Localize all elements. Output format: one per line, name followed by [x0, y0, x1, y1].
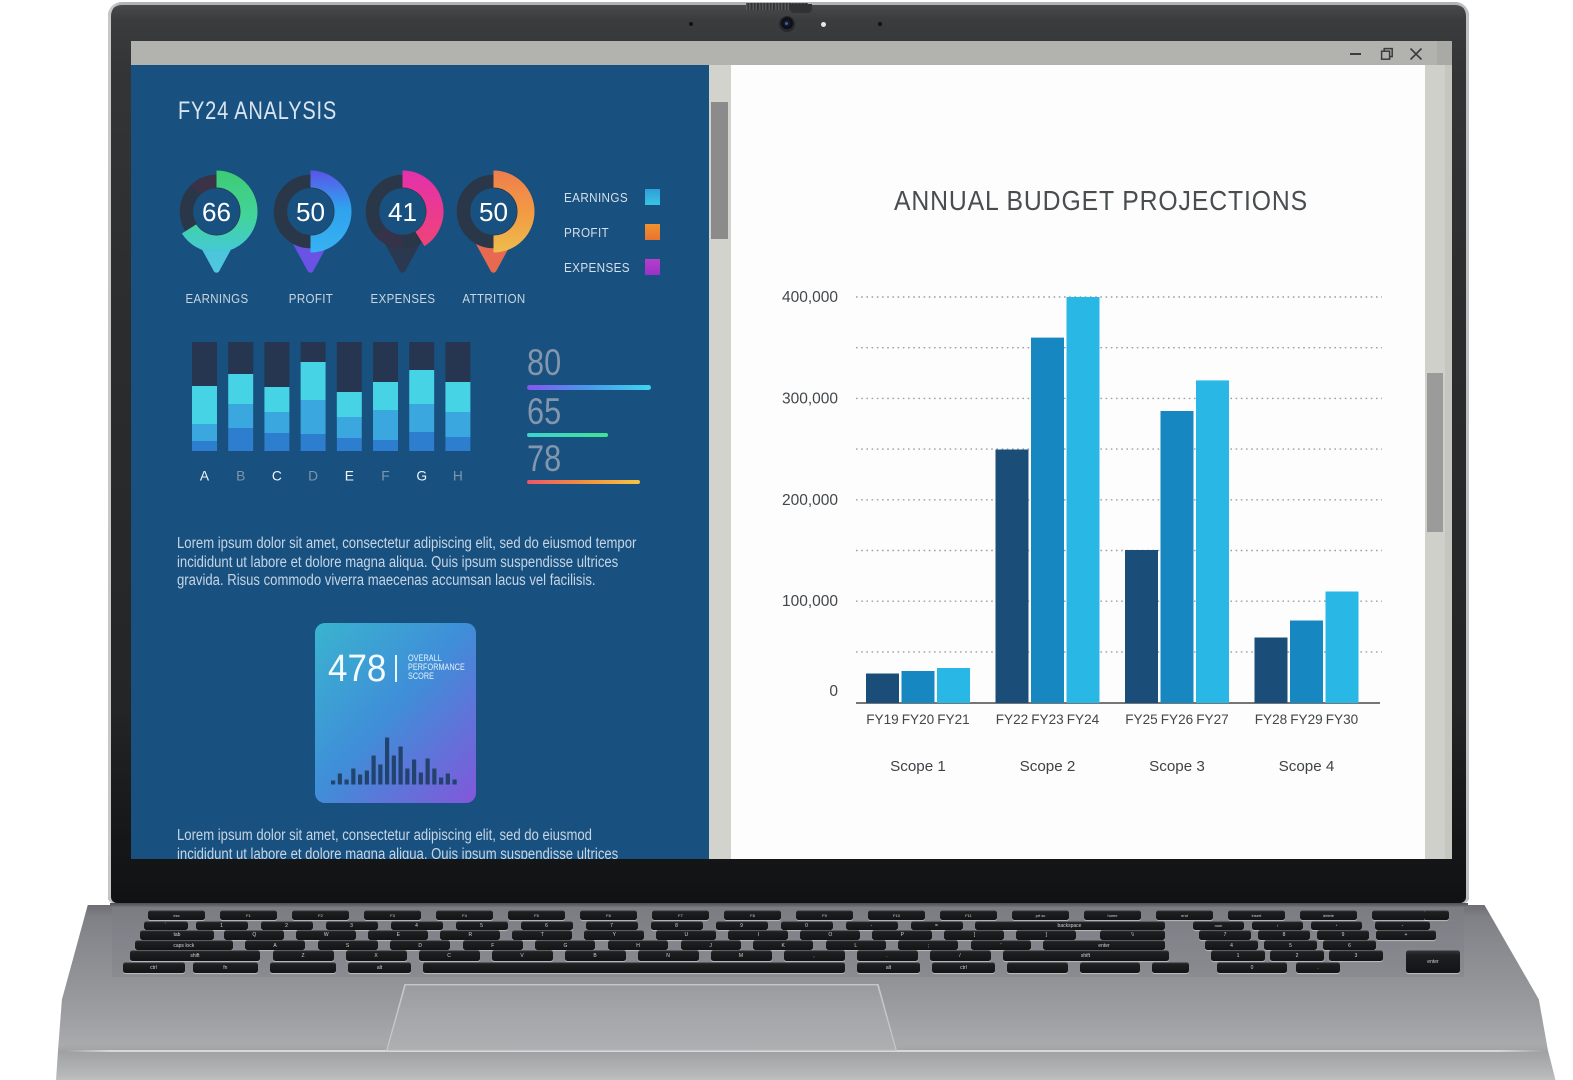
svg-text:FY27: FY27 [1196, 712, 1229, 727]
svg-text:100,000: 100,000 [782, 593, 838, 610]
svg-text:FY23: FY23 [1031, 712, 1064, 727]
svg-text:FY21: FY21 [937, 712, 970, 727]
svg-text:Scope 2: Scope 2 [1020, 758, 1076, 775]
svg-text:H: H [453, 469, 463, 484]
svg-text:FY25: FY25 [1125, 712, 1158, 727]
svg-text:Scope 3: Scope 3 [1149, 758, 1205, 775]
svg-text:FY22: FY22 [996, 712, 1029, 727]
svg-text:FY20: FY20 [902, 712, 935, 727]
svg-text:Scope 4: Scope 4 [1279, 758, 1335, 775]
svg-text:A: A [200, 469, 210, 484]
svg-text:FY24: FY24 [1067, 712, 1100, 727]
svg-text:300,000: 300,000 [782, 390, 838, 407]
svg-text:FY26: FY26 [1161, 712, 1194, 727]
svg-text:FY28: FY28 [1255, 712, 1288, 727]
svg-text:E: E [345, 469, 354, 484]
svg-text:FY19: FY19 [866, 712, 899, 727]
svg-text:FY29: FY29 [1290, 712, 1323, 727]
svg-text:0: 0 [829, 683, 838, 700]
svg-text:400,000: 400,000 [782, 289, 838, 306]
svg-text:200,000: 200,000 [782, 492, 838, 509]
svg-text:B: B [236, 469, 245, 484]
svg-text:ANNUAL BUDGET PROJECTIONS: ANNUAL BUDGET PROJECTIONS [894, 184, 1308, 216]
svg-text:G: G [416, 469, 427, 484]
svg-text:D: D [308, 469, 318, 484]
svg-text:Scope 1: Scope 1 [890, 758, 946, 775]
svg-text:41: 41 [388, 197, 417, 227]
svg-text:C: C [272, 469, 282, 484]
svg-text:66: 66 [202, 197, 231, 227]
svg-text:F: F [381, 469, 389, 484]
svg-text:FY30: FY30 [1326, 712, 1359, 727]
svg-text:50: 50 [296, 197, 325, 227]
svg-text:50: 50 [479, 197, 508, 227]
